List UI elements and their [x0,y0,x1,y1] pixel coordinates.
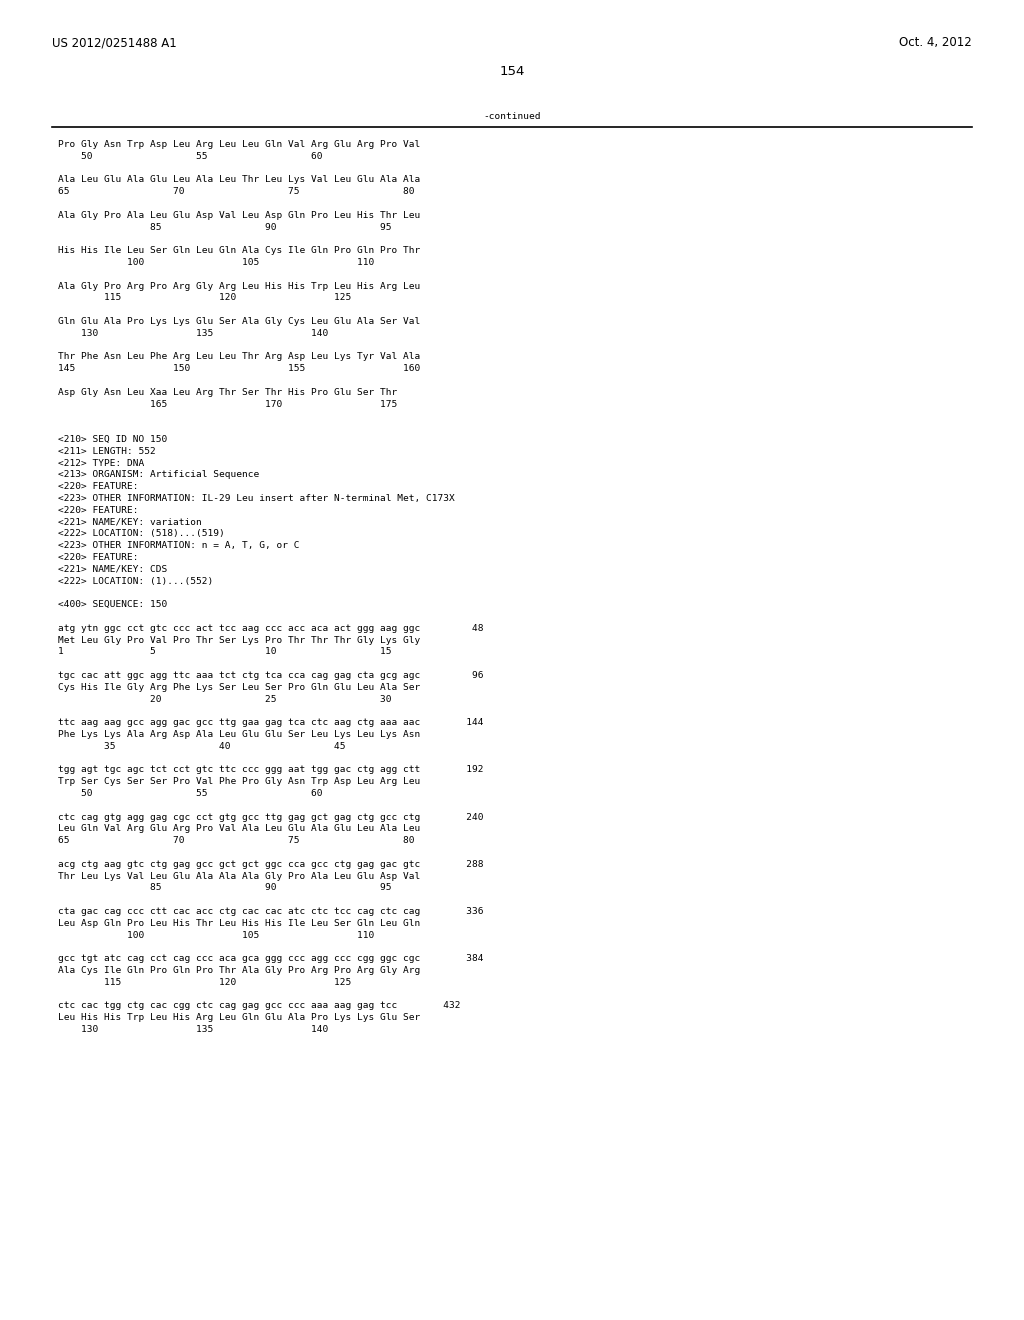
Text: Gln Glu Ala Pro Lys Lys Glu Ser Ala Gly Cys Leu Glu Ala Ser Val: Gln Glu Ala Pro Lys Lys Glu Ser Ala Gly … [58,317,420,326]
Text: 100                 105                 110: 100 105 110 [58,257,374,267]
Text: Asp Gly Asn Leu Xaa Leu Arg Thr Ser Thr His Pro Glu Ser Thr: Asp Gly Asn Leu Xaa Leu Arg Thr Ser Thr … [58,388,397,397]
Text: acg ctg aag gtc ctg gag gcc gct gct ggc cca gcc ctg gag gac gtc        288: acg ctg aag gtc ctg gag gcc gct gct ggc … [58,859,483,869]
Text: ctc cac tgg ctg cac cgg ctc cag gag gcc ccc aaa aag gag tcc        432: ctc cac tgg ctg cac cgg ctc cag gag gcc … [58,1002,461,1010]
Text: Oct. 4, 2012: Oct. 4, 2012 [899,36,972,49]
Text: tgc cac att ggc agg ttc aaa tct ctg tca cca cag gag cta gcg agc         96: tgc cac att ggc agg ttc aaa tct ctg tca … [58,671,483,680]
Text: 145                 150                 155                 160: 145 150 155 160 [58,364,420,374]
Text: Ala Leu Glu Ala Glu Leu Ala Leu Thr Leu Lys Val Leu Glu Ala Ala: Ala Leu Glu Ala Glu Leu Ala Leu Thr Leu … [58,176,420,185]
Text: <223> OTHER INFORMATION: IL-29 Leu insert after N-terminal Met, C173X: <223> OTHER INFORMATION: IL-29 Leu inser… [58,494,455,503]
Text: 100                 105                 110: 100 105 110 [58,931,374,940]
Text: 85                  90                  95: 85 90 95 [58,223,391,231]
Text: 115                 120                 125: 115 120 125 [58,293,351,302]
Text: 130                 135                 140: 130 135 140 [58,1026,329,1034]
Text: Ala Gly Pro Ala Leu Glu Asp Val Leu Asp Gln Pro Leu His Thr Leu: Ala Gly Pro Ala Leu Glu Asp Val Leu Asp … [58,211,420,220]
Text: 165                 170                 175: 165 170 175 [58,400,397,409]
Text: His His Ile Leu Ser Gln Leu Gln Ala Cys Ile Gln Pro Gln Pro Thr: His His Ile Leu Ser Gln Leu Gln Ala Cys … [58,247,420,255]
Text: <212> TYPE: DNA: <212> TYPE: DNA [58,458,144,467]
Text: Ala Gly Pro Arg Pro Arg Gly Arg Leu His His Trp Leu His Arg Leu: Ala Gly Pro Arg Pro Arg Gly Arg Leu His … [58,281,420,290]
Text: cta gac cag ccc ctt cac acc ctg cac cac atc ctc tcc cag ctc cag        336: cta gac cag ccc ctt cac acc ctg cac cac … [58,907,483,916]
Text: Pro Gly Asn Trp Asp Leu Arg Leu Leu Gln Val Arg Glu Arg Pro Val: Pro Gly Asn Trp Asp Leu Arg Leu Leu Gln … [58,140,420,149]
Text: Leu His His Trp Leu His Arg Leu Gln Glu Ala Pro Lys Lys Glu Ser: Leu His His Trp Leu His Arg Leu Gln Glu … [58,1014,420,1022]
Text: <222> LOCATION: (1)...(552): <222> LOCATION: (1)...(552) [58,577,213,586]
Text: 20                  25                  30: 20 25 30 [58,694,391,704]
Text: <220> FEATURE:: <220> FEATURE: [58,482,138,491]
Text: 85                  90                  95: 85 90 95 [58,883,391,892]
Text: US 2012/0251488 A1: US 2012/0251488 A1 [52,36,177,49]
Text: Leu Gln Val Arg Glu Arg Pro Val Ala Leu Glu Ala Glu Leu Ala Leu: Leu Gln Val Arg Glu Arg Pro Val Ala Leu … [58,825,420,833]
Text: Thr Phe Asn Leu Phe Arg Leu Leu Thr Arg Asp Leu Lys Tyr Val Ala: Thr Phe Asn Leu Phe Arg Leu Leu Thr Arg … [58,352,420,362]
Text: 1               5                   10                  15: 1 5 10 15 [58,647,391,656]
Text: ctc cag gtg agg gag cgc cct gtg gcc ttg gag gct gag ctg gcc ctg        240: ctc cag gtg agg gag cgc cct gtg gcc ttg … [58,813,483,821]
Text: gcc tgt atc cag cct cag ccc aca gca ggg ccc agg ccc cgg ggc cgc        384: gcc tgt atc cag cct cag ccc aca gca ggg … [58,954,483,964]
Text: 50                  55                  60: 50 55 60 [58,789,323,799]
Text: <220> FEATURE:: <220> FEATURE: [58,506,138,515]
Text: <221> NAME/KEY: variation: <221> NAME/KEY: variation [58,517,202,527]
Text: 154: 154 [500,65,524,78]
Text: Cys His Ile Gly Arg Phe Lys Ser Leu Ser Pro Gln Glu Leu Ala Ser: Cys His Ile Gly Arg Phe Lys Ser Leu Ser … [58,682,420,692]
Text: Ala Cys Ile Gln Pro Gln Pro Thr Ala Gly Pro Arg Pro Arg Gly Arg: Ala Cys Ile Gln Pro Gln Pro Thr Ala Gly … [58,966,420,975]
Text: <220> FEATURE:: <220> FEATURE: [58,553,138,562]
Text: Leu Asp Gln Pro Leu His Thr Leu His His Ile Leu Ser Gln Leu Gln: Leu Asp Gln Pro Leu His Thr Leu His His … [58,919,420,928]
Text: Phe Lys Lys Ala Arg Asp Ala Leu Glu Glu Ser Leu Lys Leu Lys Asn: Phe Lys Lys Ala Arg Asp Ala Leu Glu Glu … [58,730,420,739]
Text: <221> NAME/KEY: CDS: <221> NAME/KEY: CDS [58,565,167,574]
Text: 115                 120                 125: 115 120 125 [58,978,351,987]
Text: <210> SEQ ID NO 150: <210> SEQ ID NO 150 [58,436,167,444]
Text: Thr Leu Lys Val Leu Glu Ala Ala Ala Gly Pro Ala Leu Glu Asp Val: Thr Leu Lys Val Leu Glu Ala Ala Ala Gly … [58,871,420,880]
Text: tgg agt tgc agc tct cct gtc ttc ccc ggg aat tgg gac ctg agg ctt        192: tgg agt tgc agc tct cct gtc ttc ccc ggg … [58,766,483,775]
Text: 50                  55                  60: 50 55 60 [58,152,323,161]
Text: <213> ORGANISM: Artificial Sequence: <213> ORGANISM: Artificial Sequence [58,470,259,479]
Text: <400> SEQUENCE: 150: <400> SEQUENCE: 150 [58,601,167,610]
Text: 65                  70                  75                  80: 65 70 75 80 [58,836,415,845]
Text: atg ytn ggc cct gtc ccc act tcc aag ccc acc aca act ggg aag ggc         48: atg ytn ggc cct gtc ccc act tcc aag ccc … [58,624,483,632]
Text: Met Leu Gly Pro Val Pro Thr Ser Lys Pro Thr Thr Thr Gly Lys Gly: Met Leu Gly Pro Val Pro Thr Ser Lys Pro … [58,636,420,644]
Text: 130                 135                 140: 130 135 140 [58,329,329,338]
Text: -continued: -continued [483,112,541,121]
Text: 35                  40                  45: 35 40 45 [58,742,345,751]
Text: <211> LENGTH: 552: <211> LENGTH: 552 [58,446,156,455]
Text: <223> OTHER INFORMATION: n = A, T, G, or C: <223> OTHER INFORMATION: n = A, T, G, or… [58,541,299,550]
Text: <222> LOCATION: (518)...(519): <222> LOCATION: (518)...(519) [58,529,224,539]
Text: 65                  70                  75                  80: 65 70 75 80 [58,187,415,197]
Text: ttc aag aag gcc agg gac gcc ttg gaa gag tca ctc aag ctg aaa aac        144: ttc aag aag gcc agg gac gcc ttg gaa gag … [58,718,483,727]
Text: Trp Ser Cys Ser Ser Pro Val Phe Pro Gly Asn Trp Asp Leu Arg Leu: Trp Ser Cys Ser Ser Pro Val Phe Pro Gly … [58,777,420,787]
